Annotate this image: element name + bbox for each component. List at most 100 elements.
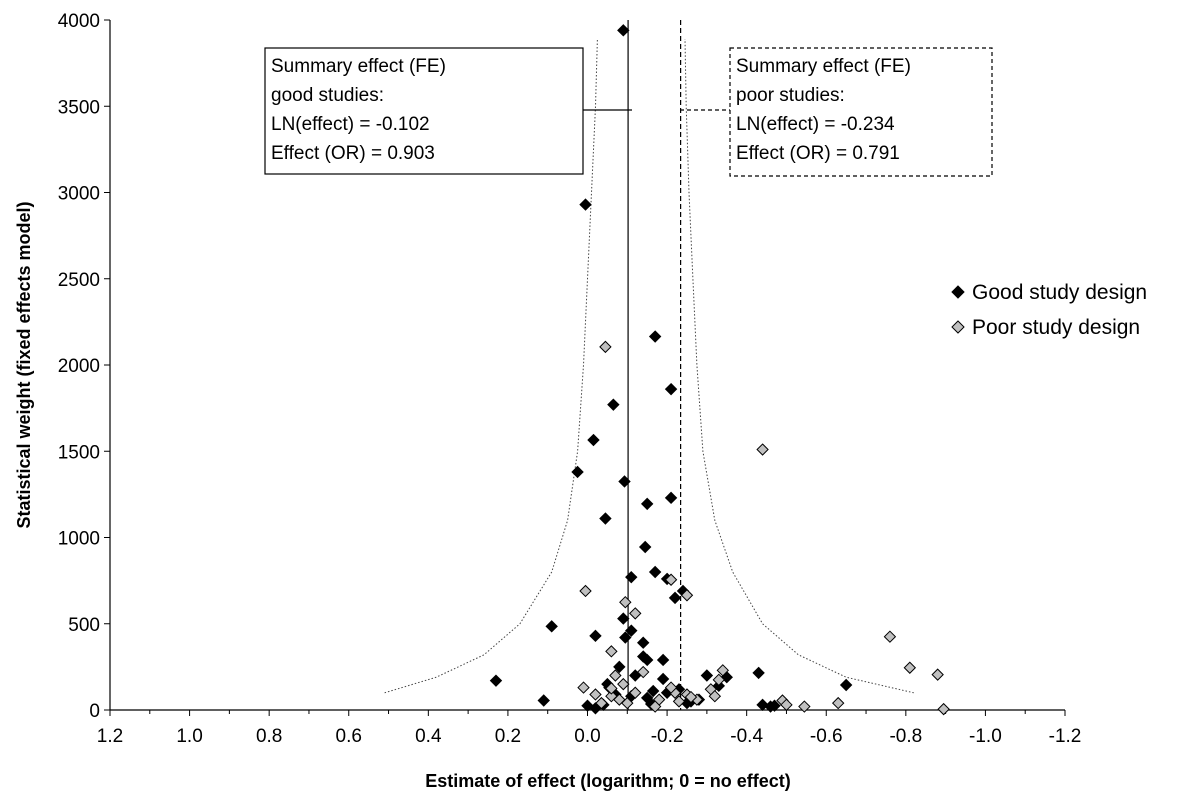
x-tick-label: 0.2: [495, 726, 521, 747]
data-point-good: [571, 465, 584, 479]
data-point-good: [545, 620, 558, 633]
data-point-good: [768, 699, 781, 712]
data-point-good: [587, 433, 600, 447]
x-tick-label: -0.2: [651, 726, 684, 747]
data-point-poor: [629, 607, 642, 620]
x-tick-label: -1.2: [1049, 726, 1082, 747]
data-points: [489, 24, 950, 716]
annotation-poor-line-1: Summary effect (FE): [736, 56, 911, 77]
data-point-poor: [609, 669, 622, 682]
data-point-good: [637, 650, 650, 663]
data-point-poor: [937, 702, 950, 716]
data-point-good: [656, 672, 670, 686]
annotation-good-box: [264, 47, 584, 175]
annotation-poor-studies: Summary effect (FE) poor studies: LN(eff…: [729, 47, 993, 177]
data-point-poor: [599, 340, 612, 354]
y-tick-label: 500: [68, 615, 100, 636]
data-point-poor: [680, 589, 694, 602]
data-point-good: [756, 698, 769, 712]
data-point-good: [589, 629, 602, 643]
annotation-good-line-4: Effect (OR) = 0.903: [271, 143, 435, 164]
data-point-good: [640, 497, 654, 511]
legend-item-good: Good study design: [951, 281, 1147, 304]
data-point-poor: [617, 677, 630, 691]
x-tick-label: -0.8: [889, 726, 922, 747]
x-axis-title: Estimate of effect (logarithm; 0 = no ef…: [425, 771, 791, 791]
data-point-good: [581, 699, 594, 712]
data-point-poor: [577, 681, 590, 694]
data-point-poor: [619, 595, 632, 609]
data-point-good: [638, 540, 652, 554]
data-point-good: [648, 330, 662, 343]
legend-label-poor: Poor study design: [972, 316, 1140, 339]
x-tick-label: 0.0: [574, 726, 600, 747]
data-point-poor: [756, 443, 769, 456]
y-tick-label: 2500: [58, 270, 100, 291]
data-point-good: [537, 694, 550, 707]
data-point-poor: [579, 584, 592, 598]
data-point-poor: [664, 573, 678, 586]
x-tick-label: 0.6: [336, 726, 362, 747]
data-point-good: [839, 678, 853, 692]
data-point-poor: [672, 695, 686, 708]
y-tick-label: 3500: [58, 97, 100, 118]
data-point-good: [637, 636, 650, 649]
legend: Good study design Poor study design: [951, 281, 1147, 339]
data-point-poor: [716, 664, 729, 677]
funnel-curve-right: [684, 38, 914, 694]
data-point-good: [646, 684, 660, 698]
data-point-poor: [613, 693, 626, 706]
data-point-good: [617, 24, 630, 37]
data-point-good: [618, 475, 631, 488]
data-point-good: [599, 512, 612, 525]
annotation-good-line-1: Summary effect (FE): [271, 56, 446, 77]
funnel-curves: [384, 38, 914, 694]
data-point-good: [648, 565, 662, 579]
data-point-good: [607, 398, 620, 411]
x-tick-label: 0.8: [256, 726, 282, 747]
legend-item-poor: Poor study design: [951, 316, 1140, 339]
data-point-poor: [589, 688, 602, 701]
x-tick-label: 0.4: [415, 726, 442, 747]
annotations: Summary effect (FE) good studies: LN(eff…: [264, 47, 993, 177]
data-point-poor: [637, 665, 650, 679]
annotation-poor-line-2: poor studies:: [736, 85, 845, 106]
annotation-poor-line-3: LN(effect) = -0.234: [736, 114, 895, 135]
y-tick-label: 1500: [58, 442, 100, 463]
data-point-good: [625, 624, 638, 637]
data-point-good: [617, 612, 630, 625]
data-point-good: [625, 570, 638, 584]
data-point-poor: [931, 668, 944, 681]
data-point-good: [664, 491, 678, 505]
y-tick-label: 4000: [58, 11, 100, 32]
legend-marker-good: [951, 285, 965, 299]
annotation-good-studies: Summary effect (FE) good studies: LN(eff…: [264, 47, 584, 175]
y-tick-label: 1000: [58, 529, 100, 550]
data-point-good: [700, 669, 714, 682]
annotation-good-line-3: LN(effect) = -0.102: [271, 114, 430, 135]
data-point-good: [656, 653, 670, 667]
data-point-good: [579, 198, 592, 211]
data-point-good: [664, 382, 678, 396]
data-point-good: [613, 660, 626, 674]
data-point-poor: [664, 681, 678, 694]
x-tick-label: 1.2: [97, 726, 123, 747]
axes: 0 500 1000 1500 2000 2500 3000 3500 4000 1.2 1.0 0.…: [58, 11, 1082, 747]
legend-marker-poor: [951, 320, 965, 334]
data-point-poor: [605, 682, 618, 695]
data-point-poor: [629, 686, 642, 699]
data-point-poor: [831, 696, 845, 710]
data-point-good: [752, 666, 765, 680]
data-point-poor: [648, 700, 662, 713]
x-tick-label: -1.0: [969, 726, 1002, 747]
data-point-poor: [903, 661, 917, 674]
annotation-poor-line-4: Effect (OR) = 0.791: [736, 143, 900, 164]
legend-label-good: Good study design: [972, 281, 1147, 304]
data-point-poor: [712, 673, 726, 687]
data-point-good: [619, 631, 632, 644]
x-tick-label: -0.4: [730, 726, 763, 747]
y-tick-label: 2000: [58, 356, 100, 377]
y-tick-label: 0: [89, 701, 100, 722]
annotation-poor-box: [729, 47, 993, 177]
